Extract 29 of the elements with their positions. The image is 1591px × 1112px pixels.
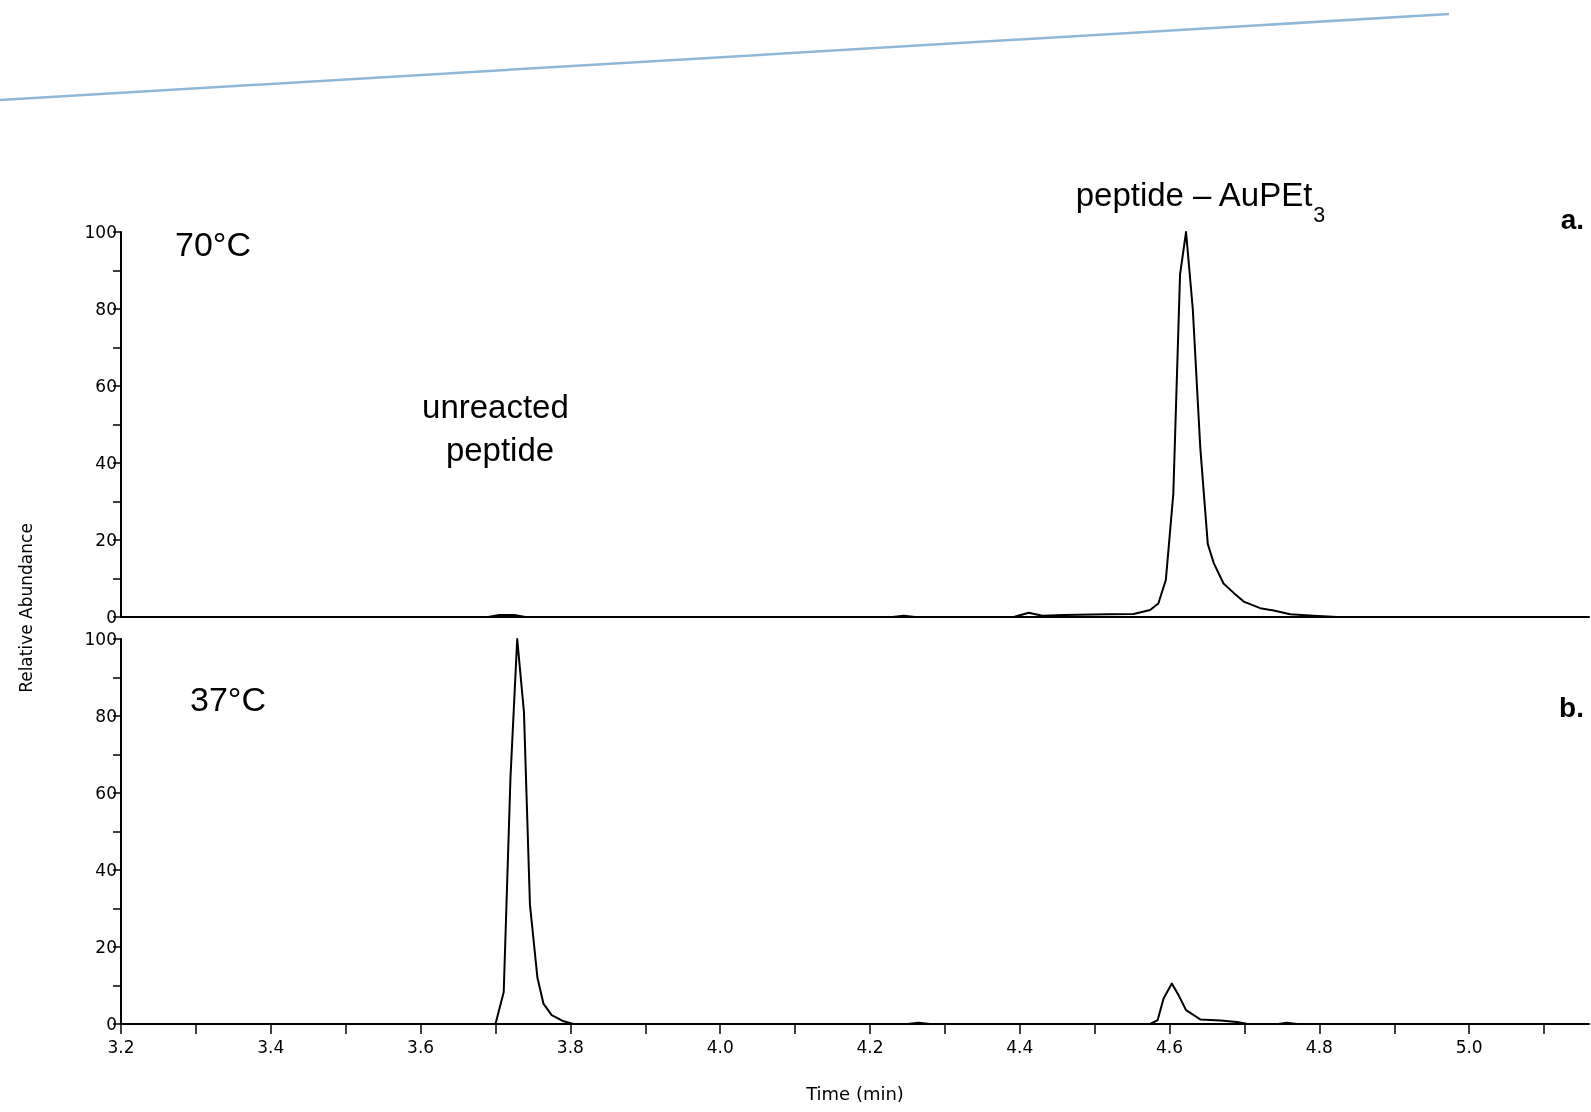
text: b. [1559, 691, 1585, 723]
annotation: 70°C [175, 225, 251, 264]
x-tick-label: 4.0 [706, 1036, 734, 1057]
y-tick-label: 80 [95, 299, 117, 319]
y-tick-label: 20 [95, 937, 117, 957]
x-tick-label: 4.4 [1006, 1036, 1034, 1057]
annotation: unreacted peptide [422, 387, 578, 468]
chart-title: a. [1560, 203, 1585, 235]
x-tick-label: 4.8 [1305, 1036, 1333, 1057]
x-tick-label: 3.4 [257, 1036, 285, 1057]
y-tick-label: 0 [106, 1014, 117, 1034]
x-tick-label: 4.6 [1156, 1036, 1184, 1057]
x-axis-title: Time (min) [805, 1082, 904, 1104]
y-tick-label: 60 [95, 376, 117, 396]
y-tick-label: 100 [84, 629, 117, 649]
y-tick-label: 40 [95, 860, 117, 880]
x-tick-label: 3.8 [556, 1036, 584, 1057]
x-tick-label: 5.0 [1455, 1036, 1483, 1057]
y-tick-label: 80 [95, 706, 117, 726]
y-tick-label: 40 [95, 453, 117, 473]
y-tick-label: 0 [106, 607, 117, 627]
y-tick-label: 20 [95, 530, 117, 550]
x-tick-label: 3.2 [107, 1036, 135, 1057]
y-tick-label: 60 [95, 783, 117, 803]
annotation: 37°C [190, 680, 266, 719]
x-tick-label: 4.2 [856, 1036, 884, 1057]
y-tick-label: 100 [84, 222, 117, 242]
y-axis-title: Relative Abundance [15, 523, 36, 693]
x-tick-label: 3.6 [407, 1036, 435, 1057]
